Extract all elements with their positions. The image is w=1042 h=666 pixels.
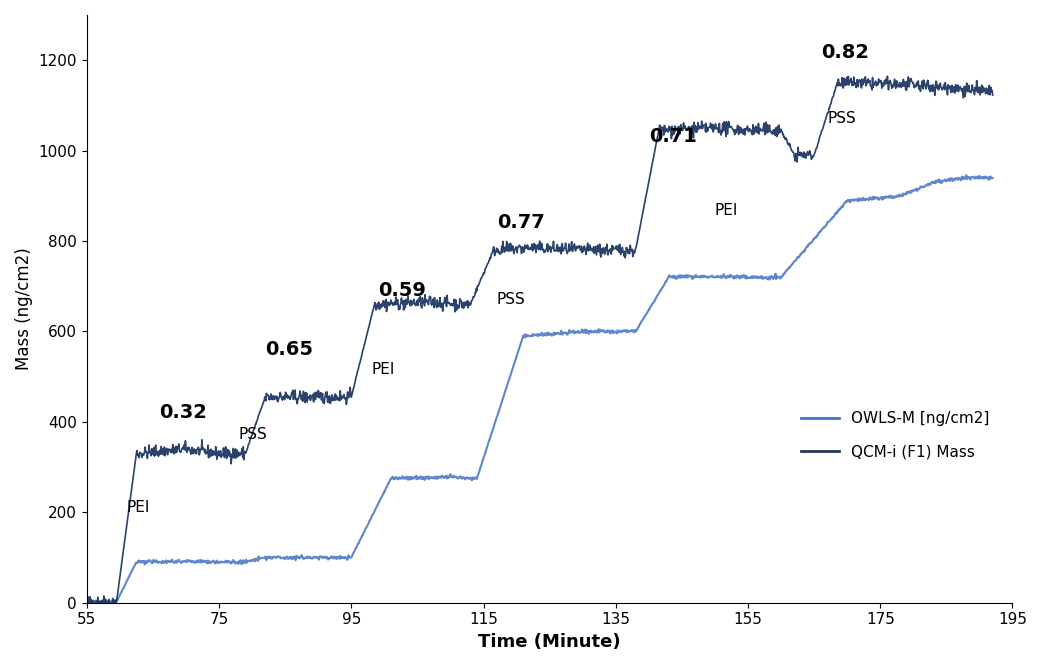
OWLS-M [ng/cm2] bbox=[975, 173, 988, 181]
X-axis label: Time (Minute): Time (Minute) bbox=[478, 633, 621, 651]
Line: QCM-i (F1) Mass: QCM-i (F1) Mass bbox=[86, 76, 993, 608]
QCM-i (F1) Mass bbox=[80, 596, 93, 604]
OWLS-M [ng/cm2] bbox=[987, 174, 999, 182]
OWLS-M [ng/cm2] bbox=[468, 474, 480, 482]
OWLS-M [ng/cm2] bbox=[960, 171, 972, 179]
Text: 0.77: 0.77 bbox=[497, 213, 545, 232]
OWLS-M [ng/cm2] bbox=[372, 500, 384, 508]
QCM-i (F1) Mass bbox=[101, 604, 114, 612]
Text: 0.32: 0.32 bbox=[159, 403, 207, 422]
Text: PSS: PSS bbox=[827, 111, 857, 126]
Text: 0.71: 0.71 bbox=[649, 127, 697, 146]
Text: PSS: PSS bbox=[497, 292, 525, 306]
OWLS-M [ng/cm2] bbox=[80, 597, 93, 605]
Text: PEI: PEI bbox=[126, 500, 150, 515]
OWLS-M [ng/cm2] bbox=[865, 194, 877, 202]
Y-axis label: Mass (ng/cm2): Mass (ng/cm2) bbox=[15, 248, 33, 370]
Text: 0.65: 0.65 bbox=[266, 340, 314, 358]
Text: PEI: PEI bbox=[371, 362, 395, 377]
Text: 0.59: 0.59 bbox=[377, 281, 425, 300]
OWLS-M [ng/cm2] bbox=[406, 475, 419, 483]
QCM-i (F1) Mass bbox=[882, 72, 894, 80]
Text: PEI: PEI bbox=[715, 203, 739, 218]
Line: OWLS-M [ng/cm2]: OWLS-M [ng/cm2] bbox=[86, 175, 993, 604]
QCM-i (F1) Mass bbox=[865, 83, 877, 91]
QCM-i (F1) Mass bbox=[468, 293, 480, 301]
OWLS-M [ng/cm2] bbox=[90, 600, 102, 608]
QCM-i (F1) Mass bbox=[661, 125, 673, 133]
QCM-i (F1) Mass bbox=[372, 303, 384, 311]
QCM-i (F1) Mass bbox=[987, 91, 999, 99]
QCM-i (F1) Mass bbox=[975, 81, 988, 89]
Text: 0.82: 0.82 bbox=[821, 43, 869, 63]
QCM-i (F1) Mass bbox=[406, 297, 419, 305]
Legend: OWLS-M [ng/cm2], QCM-i (F1) Mass: OWLS-M [ng/cm2], QCM-i (F1) Mass bbox=[795, 405, 995, 466]
OWLS-M [ng/cm2] bbox=[661, 277, 673, 285]
Text: PSS: PSS bbox=[239, 427, 268, 442]
